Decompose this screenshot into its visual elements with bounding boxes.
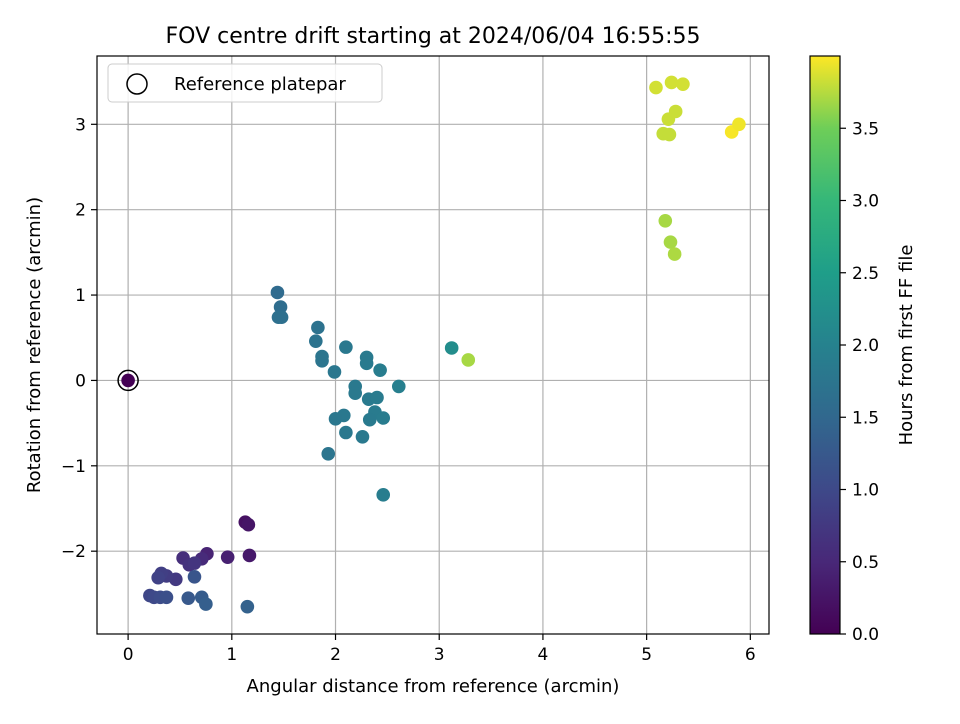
colorbar: 0.0 0.5 1.0 1.5 2.0 2.5 3.0 3.5 Hours from firs… [809, 55, 917, 645]
legend: Reference platepar [107, 63, 383, 103]
data-point [273, 300, 288, 314]
data-point [667, 247, 682, 261]
legend-box [107, 63, 383, 103]
colorbar-tick-label: 3.0 [852, 192, 879, 212]
legend-entry-reference: Reference platepar [174, 74, 346, 95]
y-tick-label: 3 [75, 115, 86, 135]
colorbar-tick-label: 1.5 [852, 408, 879, 428]
colorbar-tick-label: 0.5 [852, 553, 879, 573]
data-point [187, 569, 202, 584]
data-point [732, 117, 746, 132]
data-point [328, 412, 343, 426]
data-point [658, 213, 673, 228]
data-point [327, 365, 342, 379]
grid-lines [97, 56, 769, 634]
data-point [391, 379, 406, 394]
data-point [649, 80, 663, 95]
data-point [373, 363, 387, 377]
colorbar-ticks: 0.0 0.5 1.0 1.5 2.0 2.5 3.0 3.5 [840, 119, 879, 645]
data-point [159, 590, 174, 605]
y-tick-label: 2 [75, 201, 86, 221]
data-point [444, 341, 459, 355]
data-point [661, 112, 676, 126]
data-point [321, 447, 336, 461]
data-point [662, 127, 677, 142]
x-tick-label: 3 [434, 645, 445, 665]
data-point [241, 517, 256, 532]
data-point [220, 550, 235, 564]
y-axis-label: Rotation from reference (arcmin) [24, 197, 45, 493]
data-point [199, 597, 213, 611]
data-point [270, 285, 285, 300]
data-point [362, 412, 377, 427]
data-point [664, 75, 679, 90]
data-point [355, 429, 370, 444]
x-tick-label: 0 [123, 645, 134, 665]
colorbar-tick-label: 1.0 [852, 481, 879, 501]
x-axis-label: Angular distance from reference (arcmin) [247, 676, 620, 697]
data-point [376, 411, 391, 425]
data-point [376, 488, 391, 502]
data-point [187, 556, 202, 570]
data-point [359, 356, 374, 371]
plot-frame [96, 55, 770, 635]
chart-title: FOV centre drift starting at 2024/06/04 … [166, 24, 701, 49]
reference-platepar-marker [117, 369, 139, 392]
y-axis-ticks: −2 −1 0 1 2 3 [61, 115, 97, 562]
data-point [339, 425, 353, 440]
x-tick-label: 2 [330, 645, 341, 665]
x-tick-label: 5 [641, 645, 652, 665]
colorbar-tick-label: 3.5 [852, 119, 879, 139]
data-point [370, 390, 384, 405]
data-point [121, 373, 135, 388]
data-point [663, 235, 678, 249]
y-tick-label: −1 [61, 457, 86, 477]
colorbar-gradient [809, 55, 841, 635]
x-tick-label: 6 [745, 645, 756, 665]
data-point [348, 386, 363, 401]
x-tick-label: 1 [226, 645, 237, 665]
data-point [242, 548, 257, 563]
data-point [181, 591, 196, 605]
y-tick-label: 1 [75, 286, 86, 306]
colorbar-tick-label: 0.0 [852, 625, 879, 645]
data-point [461, 353, 476, 367]
data-points [117, 75, 746, 614]
data-point [339, 340, 353, 354]
colorbar-tick-label: 2.0 [852, 336, 879, 356]
data-point [151, 570, 165, 585]
colorbar-label: Hours from first FF file [896, 245, 917, 446]
x-tick-label: 4 [538, 645, 549, 665]
x-axis-ticks: 0 1 2 3 4 5 6 [123, 634, 756, 665]
data-point [240, 599, 255, 614]
colorbar-tick-label: 2.5 [852, 264, 879, 284]
y-tick-label: 0 [75, 371, 86, 391]
data-point [676, 77, 690, 91]
data-point [311, 320, 325, 335]
y-tick-label: −2 [61, 542, 86, 562]
data-point [274, 310, 289, 325]
legend-marker-icon [126, 73, 148, 95]
data-point [309, 334, 323, 348]
data-point [315, 353, 329, 368]
